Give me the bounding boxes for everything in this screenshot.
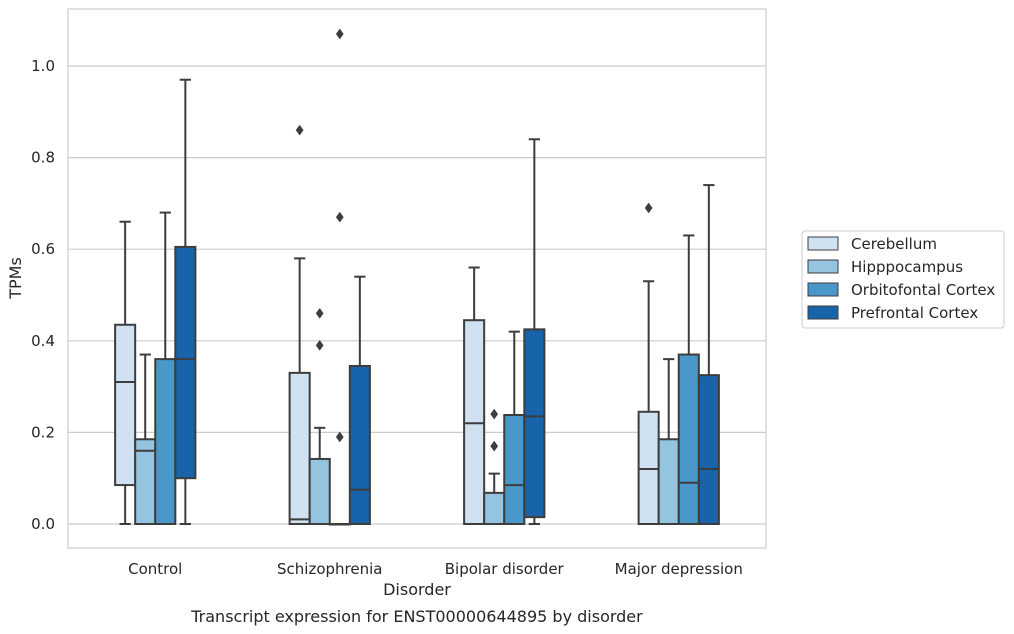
legend-swatch [807,236,839,251]
y-tick-label: 0.4 [31,332,55,350]
y-tick-label: 0.8 [31,149,55,167]
box-3-2 [677,234,700,526]
outlier-point [315,339,324,351]
outlier-point [335,431,344,443]
box-body [308,457,331,525]
box-body [483,491,506,525]
y-tick-label: 0.0 [31,515,55,533]
box-body [463,319,486,525]
box-body [288,371,311,525]
box-0-3 [174,78,197,525]
x-tick-label: Major depression [615,560,743,578]
x-tick-label: Schizophrenia [277,560,382,578]
x-axis-label: Disorder [383,580,451,599]
box-2-3 [523,138,546,525]
legend-label: Orbitofontal Cortex [851,281,995,299]
box-body [503,413,526,525]
legend: Cerebellum Hipppocampus Orbitofontal Corte… [801,230,1005,329]
y-tick-label: 1.0 [31,57,55,75]
outlier-point [295,124,304,136]
box-0-0 [114,220,137,525]
legend-label: Prefrontal Cortex [851,304,978,322]
outlier-point [315,307,324,319]
box-body [154,358,177,525]
box-2-1 [483,408,506,525]
x-tick-label: Bipolar disorder [445,560,565,578]
box-body [174,245,197,480]
y-axis-label: TPMs [6,257,25,300]
box-body [523,328,546,519]
x-tick-label: Control [128,560,182,578]
x-tick-labels: Control Schizophrenia Bipolar disorder Majo… [128,560,743,578]
outlier-point [490,408,499,420]
box-3-0 [637,202,660,526]
outlier-point [644,202,653,214]
box-2-0 [463,266,486,525]
box-body [348,364,371,525]
box-3-3 [697,184,720,525]
plot-area-frame [67,8,767,549]
box-body [657,438,680,525]
box-3-1 [657,358,680,525]
outlier-point [490,440,499,452]
box-1-0 [288,124,311,525]
box-body [637,410,660,526]
box-groups [114,28,720,526]
outlier-point [335,211,344,223]
box-body [677,353,700,526]
outlier-point [335,28,344,40]
y-tick-labels: 0.0 0.2 0.4 0.6 0.8 1.0 [31,57,55,533]
box-2-2 [503,330,526,525]
legend-label: Hipppocampus [851,258,963,276]
box-body [697,374,720,525]
box-1-1 [308,307,331,525]
y-tick-label: 0.2 [31,423,55,441]
figure-caption: Transcript expression for ENST0000064489… [190,607,643,626]
box-0-1 [134,353,157,525]
legend-swatch [807,305,839,320]
legend-swatch [807,282,839,297]
legend-label: Cerebellum [851,235,937,253]
box-0-2 [154,211,177,525]
box-1-3 [348,275,371,525]
legend-frame [801,230,1005,329]
box-body [114,323,137,487]
box-body [134,438,157,525]
box-1-2 [328,28,351,526]
legend-swatch [807,259,839,274]
y-tick-label: 0.6 [31,240,55,258]
